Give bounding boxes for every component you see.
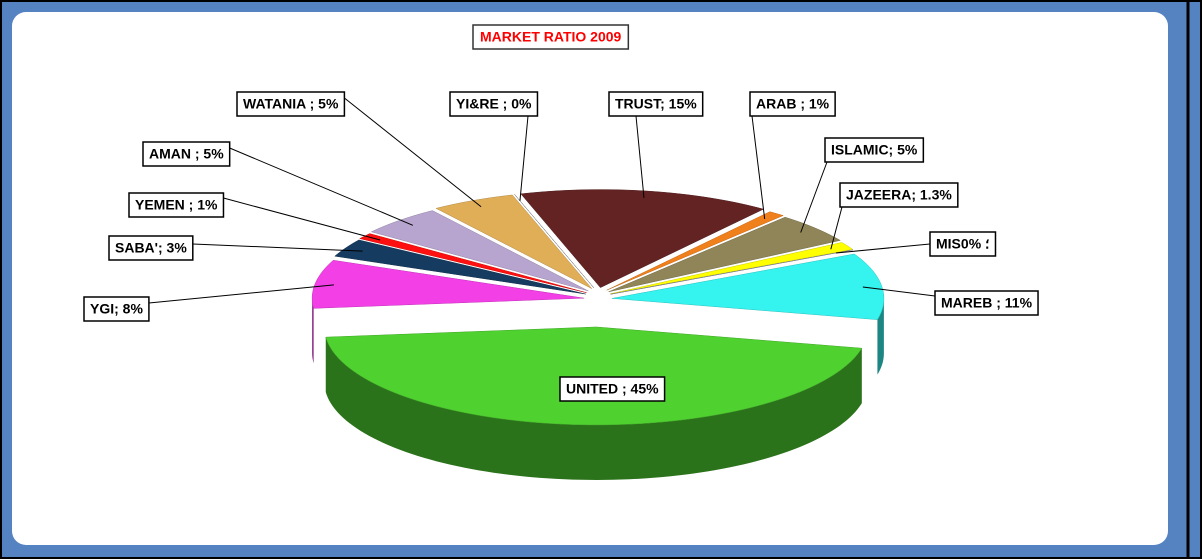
data-label: ISLAMIC; 5%: [831, 142, 918, 158]
pie: [311, 189, 885, 480]
leader-line: [862, 286, 936, 297]
slice-side: [877, 298, 884, 375]
slice: [611, 253, 885, 320]
leader-line: [229, 147, 414, 226]
leader-line: [344, 97, 482, 208]
slice: [325, 326, 863, 426]
leader-line: [519, 115, 529, 201]
label-box: [929, 231, 997, 257]
label-box: [749, 91, 836, 117]
slice: [370, 210, 589, 292]
data-label: AMAN ; 5%: [149, 146, 224, 162]
leader-line: [835, 243, 931, 254]
data-label: YI&RE ; 0%: [456, 96, 532, 112]
data-label: WATANIA ; 5%: [243, 96, 339, 112]
label-box: [83, 296, 150, 322]
chart-title: MARKET RATIO 2009: [480, 29, 622, 45]
data-label: YGI; 8%: [90, 301, 143, 317]
slice: [610, 242, 854, 295]
data-label: JAZEERA; 1.3%: [846, 187, 952, 203]
title-box: [472, 24, 630, 50]
label-box: [142, 141, 231, 167]
leader-line: [148, 284, 334, 304]
leader-line: [192, 243, 363, 252]
label-box: [108, 235, 194, 261]
slice: [606, 211, 784, 291]
slice-side: [312, 298, 314, 364]
label-box: [236, 91, 346, 117]
label-box: [559, 376, 666, 402]
label-box: [608, 91, 704, 117]
data-label: YEMEN ; 1%: [135, 197, 218, 213]
label-box: [934, 290, 1039, 316]
slice: [608, 216, 841, 293]
slice: [514, 194, 595, 289]
leader-line: [635, 115, 645, 198]
data-label: MIS؛ %0: [936, 236, 989, 252]
leader-line: [223, 197, 381, 241]
label-box: [824, 137, 925, 163]
data-label: MAREB ; 11%: [941, 295, 1033, 311]
slice: [311, 259, 585, 309]
data-label: ARAB ; 1%: [756, 96, 830, 112]
leader-line: [751, 115, 766, 220]
label-box: [449, 91, 539, 117]
label-box: [839, 182, 959, 208]
label-box: [128, 192, 225, 218]
slice-side: [325, 337, 862, 480]
leader-line: [800, 161, 828, 233]
leader-line: [830, 206, 843, 250]
slice: [334, 239, 586, 295]
slice: [520, 189, 765, 288]
data-label: SABA'; 3%: [115, 240, 187, 256]
labels: MARKET RATIO 2009 TRUST; 15% ARAB ; 1% ISL…: [83, 24, 1039, 402]
data-label: TRUST; 15%: [615, 96, 697, 112]
slice: [610, 249, 853, 295]
data-label: UNITED ; 45%: [566, 381, 659, 397]
